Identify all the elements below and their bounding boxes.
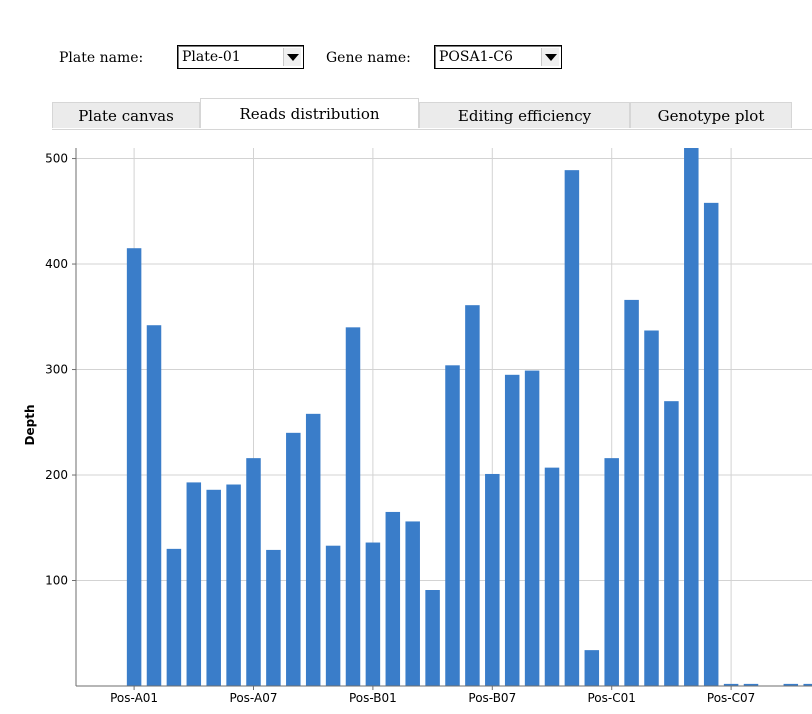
chevron-down-icon[interactable]	[283, 48, 301, 66]
bar	[445, 365, 460, 686]
chevron-down-icon[interactable]	[541, 48, 559, 66]
bar	[325, 545, 341, 686]
x-tick-label: Pos-B07	[468, 691, 516, 705]
bar	[783, 683, 799, 686]
bar	[425, 590, 440, 686]
tab-editing-efficiency[interactable]: Editing efficiency	[419, 102, 630, 128]
bar	[485, 473, 500, 686]
bar	[345, 327, 361, 686]
plate-name-select[interactable]: Plate-01	[177, 45, 304, 69]
bar	[206, 489, 221, 686]
bar	[644, 330, 659, 686]
y-tick-label: 400	[45, 257, 68, 271]
bar	[365, 542, 381, 686]
gene-name-label: Gene name:	[326, 50, 411, 66]
bar	[803, 683, 812, 686]
bar	[584, 650, 600, 686]
y-tick-label: 500	[45, 152, 68, 166]
bar	[405, 521, 420, 686]
bar	[564, 170, 580, 686]
bar	[286, 432, 301, 686]
tab-divider	[52, 129, 812, 130]
x-tick-label: Pos-C01	[588, 691, 636, 705]
reads-distribution-chart: 100 200 300 400 500 Pos-A01 Pos-A07 Pos-B01 Pos-…	[23, 148, 812, 705]
x-tick-label: Pos-A07	[230, 691, 278, 705]
tab-plate-canvas[interactable]: Plate canvas	[52, 102, 200, 128]
tab-genotype-plot[interactable]: Genotype plot	[630, 102, 792, 128]
bar	[305, 413, 321, 686]
bar	[524, 370, 540, 686]
bar	[703, 202, 719, 686]
bar	[146, 325, 162, 686]
bar	[465, 305, 480, 686]
bar	[166, 548, 182, 686]
bar	[266, 549, 281, 686]
toolbar: Plate name: Plate-01 Gene name: POSA1-C6	[0, 44, 812, 74]
plate-name-label: Plate name:	[59, 50, 144, 66]
y-tick-label: 100	[45, 574, 68, 588]
gene-name-select[interactable]: POSA1-C6	[434, 45, 562, 69]
bar	[246, 458, 261, 686]
x-tick-label: Pos-C07	[707, 691, 755, 705]
bar	[385, 511, 401, 686]
bar	[604, 458, 619, 686]
bar	[544, 467, 560, 686]
bar	[624, 299, 639, 686]
bar	[684, 148, 699, 686]
tab-bar: Plate canvas Reads distribution Editing …	[52, 98, 812, 130]
bar	[126, 248, 142, 686]
bar	[743, 683, 759, 686]
tab-reads-distribution[interactable]: Reads distribution	[200, 98, 419, 128]
y-tick-label: 300	[45, 363, 68, 377]
bar	[226, 484, 241, 686]
y-axis-label: Depth	[23, 405, 37, 446]
bar	[504, 374, 520, 686]
plate-name-value: Plate-01	[182, 49, 241, 65]
gene-name-value: POSA1-C6	[439, 49, 513, 65]
bar	[664, 401, 679, 686]
bar	[186, 482, 202, 686]
x-tick-label: Pos-B01	[349, 691, 397, 705]
x-tick-label: Pos-A01	[110, 691, 158, 705]
bar	[723, 683, 739, 686]
y-tick-label: 200	[45, 468, 68, 482]
